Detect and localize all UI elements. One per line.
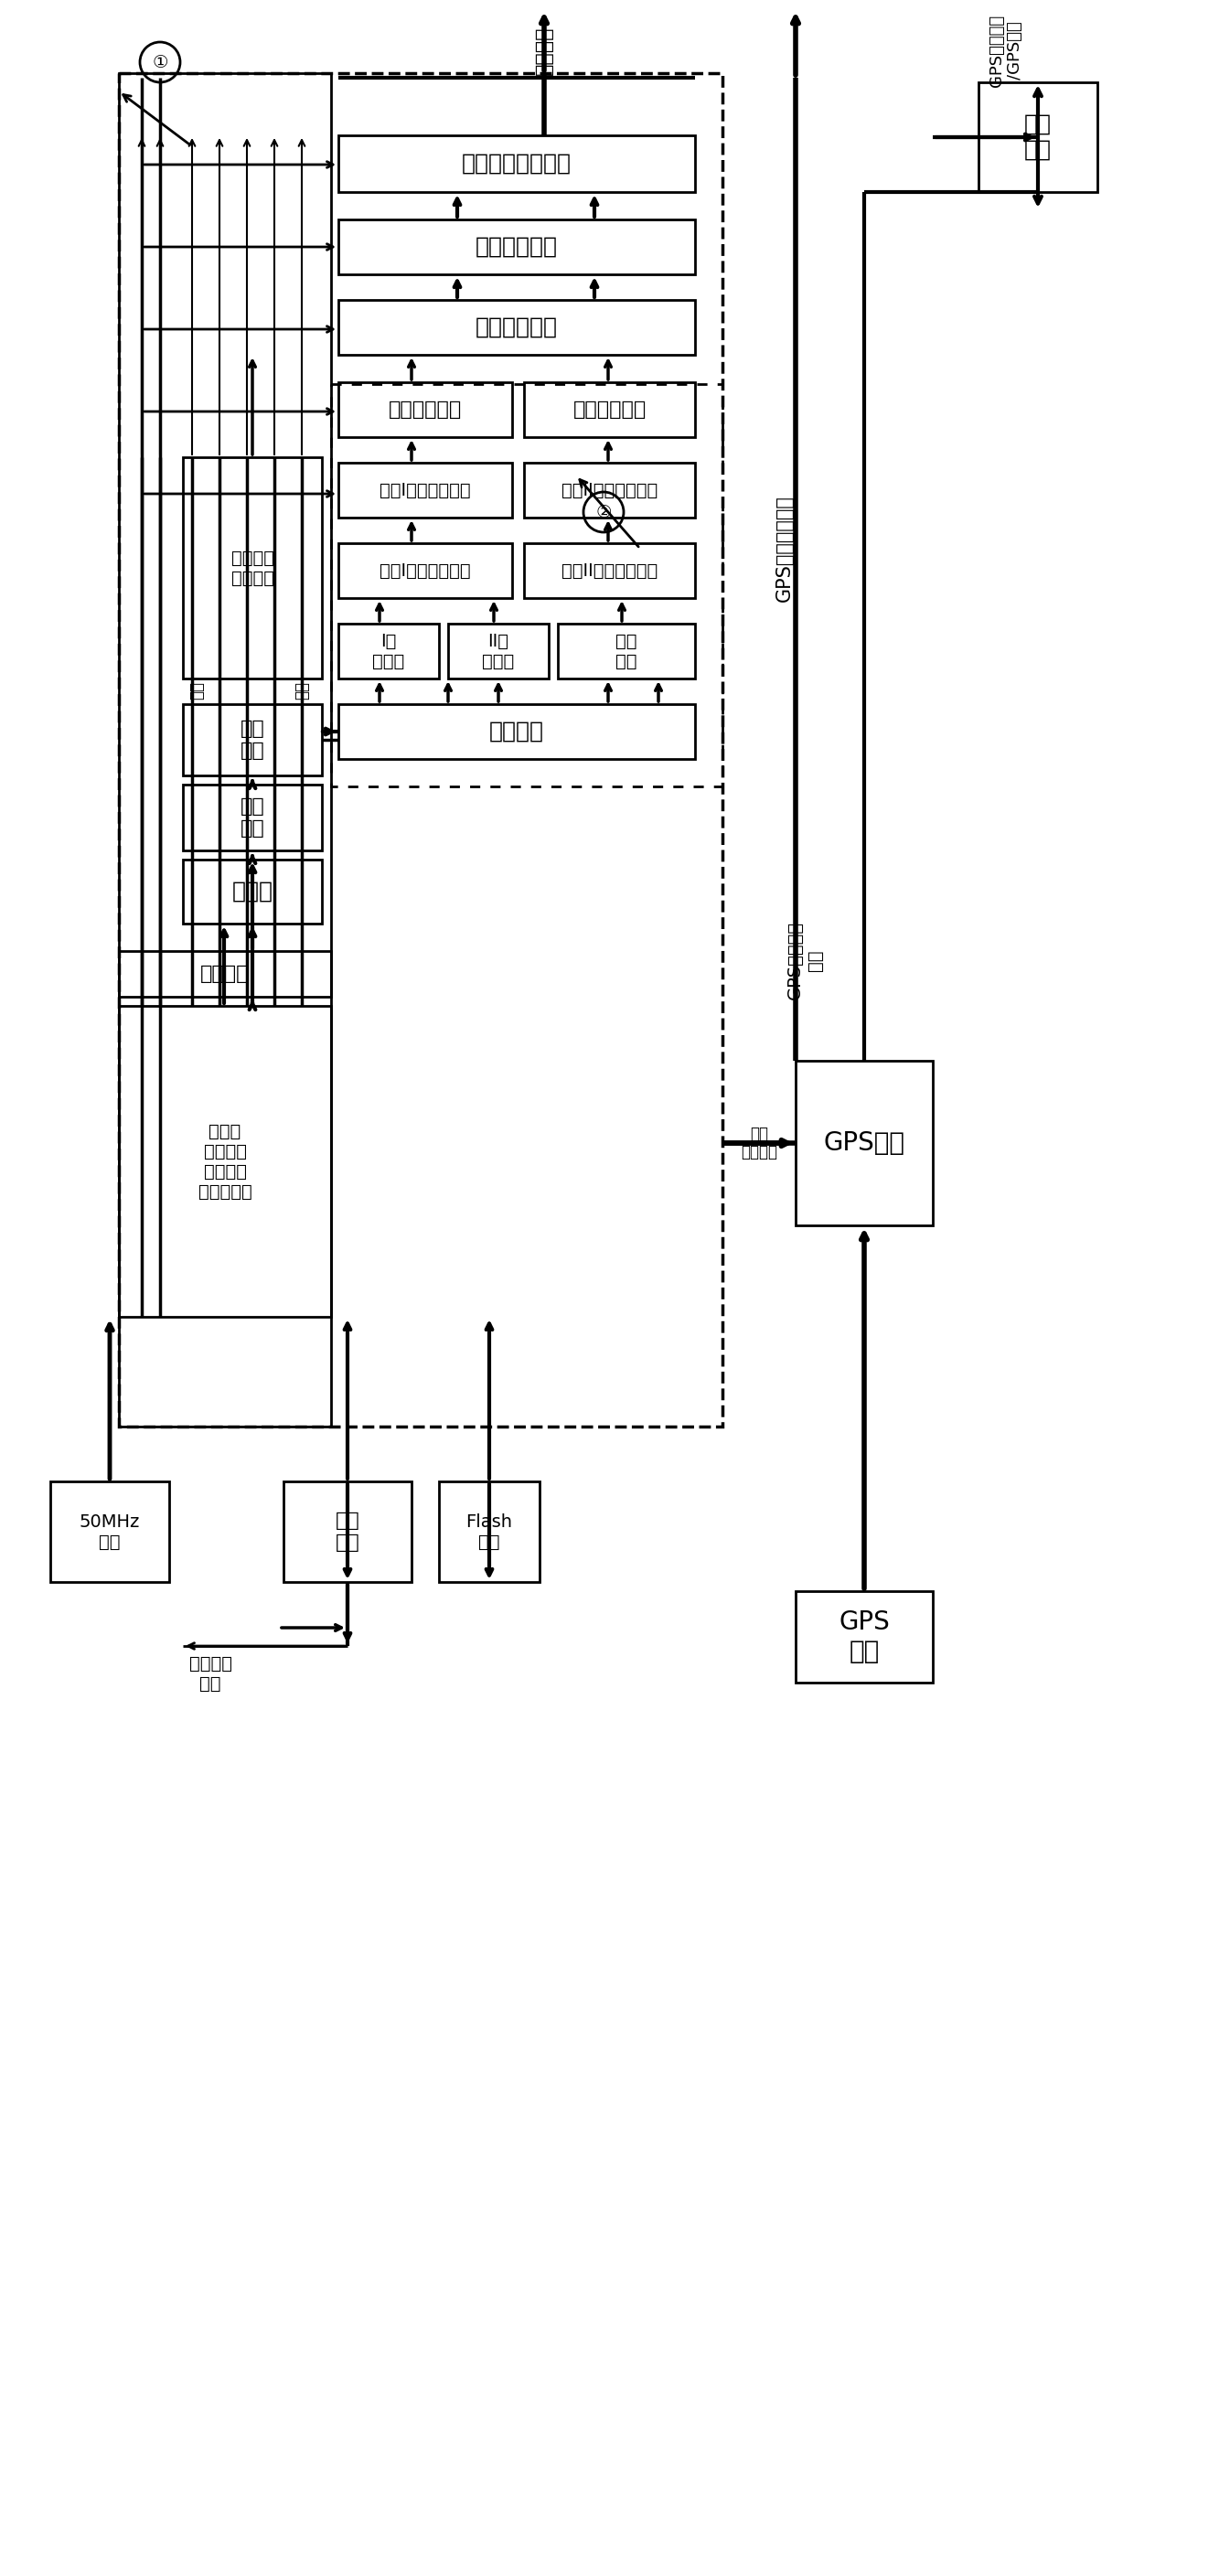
Bar <box>339 299 695 355</box>
Text: 下降模式电路: 下降模式电路 <box>573 399 646 420</box>
Bar <box>339 544 512 598</box>
Text: GPS秒脑脉冲信号: GPS秒脑脉冲信号 <box>775 495 794 603</box>
Bar <box>50 1481 169 1582</box>
Bar <box>339 623 439 677</box>
Bar <box>339 703 695 760</box>
Text: ②: ② <box>596 502 612 520</box>
Text: 时标信号: 时标信号 <box>535 26 553 75</box>
Text: 一口
串口: 一口 串口 <box>335 1512 360 1551</box>
Text: GPS秒脑脉冲
信号: GPS秒脑脉冲 信号 <box>786 920 824 999</box>
Bar <box>284 1481 412 1582</box>
Bar <box>183 456 322 677</box>
Text: 通道II相位产生电路: 通道II相位产生电路 <box>562 562 657 580</box>
Bar <box>119 951 332 997</box>
Bar <box>339 137 695 193</box>
Text: 上升模式电路: 上升模式电路 <box>389 399 462 420</box>
Bar <box>796 1592 933 1682</box>
Bar <box>796 1061 933 1226</box>
Bar <box>339 464 512 518</box>
Text: 50MHz
晶振: 50MHz 晶振 <box>79 1512 140 1551</box>
Text: 通道I格式转换电路: 通道I格式转换电路 <box>379 482 471 500</box>
Bar <box>439 1481 540 1582</box>
Text: 误差校正电路: 误差校正电路 <box>475 237 558 258</box>
Bar <box>339 381 512 438</box>
Text: 频率缩放
分配电路: 频率缩放 分配电路 <box>230 549 274 587</box>
Bar <box>979 82 1097 193</box>
Text: GPS数据输出
/GPS设置: GPS数据输出 /GPS设置 <box>989 13 1024 88</box>
Text: 相位
比较: 相位 比较 <box>616 631 638 670</box>
Text: 二口
串口: 二口 串口 <box>1024 113 1052 160</box>
Text: 数据: 数据 <box>294 680 310 701</box>
Bar <box>524 381 695 438</box>
Bar <box>119 72 332 1427</box>
Text: GPS
天线: GPS 天线 <box>839 1610 890 1664</box>
Text: GPS模块: GPS模块 <box>824 1131 904 1157</box>
Bar <box>183 786 322 850</box>
Text: 同步控制逻辑电路: 同步控制逻辑电路 <box>462 152 572 175</box>
Text: 频率控制电路: 频率控制电路 <box>475 317 558 337</box>
Text: II路
计数器: II路 计数器 <box>483 631 514 670</box>
Text: 通道I相位产生电路: 通道I相位产生电路 <box>379 562 471 580</box>
Bar <box>119 72 723 1427</box>
Bar <box>524 544 695 598</box>
Bar <box>119 1005 332 1316</box>
Bar <box>449 623 549 677</box>
Text: I路
计数器: I路 计数器 <box>373 631 405 670</box>
Text: 计数
单元: 计数 单元 <box>240 721 265 760</box>
Bar <box>524 464 695 518</box>
Text: 切换单元: 切换单元 <box>489 721 544 742</box>
Text: 整处电路: 整处电路 <box>200 966 250 984</box>
Text: 整处
电路: 整处 电路 <box>240 799 265 837</box>
Text: 振荡器: 振荡器 <box>232 881 273 902</box>
Text: ①: ① <box>152 54 168 72</box>
Text: 通道II格式转换电路: 通道II格式转换电路 <box>562 482 657 500</box>
Bar <box>183 860 322 925</box>
Text: Flash
节片: Flash 节片 <box>466 1512 512 1551</box>
Bar <box>339 219 695 273</box>
Bar <box>558 623 695 677</box>
Bar <box>332 384 723 786</box>
Text: 频率: 频率 <box>189 680 205 701</box>
Text: 时钟
控制信号: 时钟 控制信号 <box>741 1126 778 1162</box>
Bar <box>183 703 322 775</box>
Text: 秒脑路
系统控制
器与存储
器接口电路: 秒脑路 系统控制 器与存储 器接口电路 <box>199 1123 252 1200</box>
Text: 频率设备
输出: 频率设备 输出 <box>189 1654 232 1692</box>
